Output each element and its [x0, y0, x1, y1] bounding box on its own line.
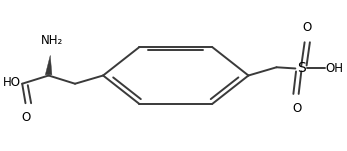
Text: HO: HO [2, 76, 20, 89]
Text: O: O [303, 21, 312, 34]
Text: NH₂: NH₂ [41, 34, 63, 47]
Text: OH: OH [325, 62, 344, 75]
Text: O: O [292, 102, 301, 115]
Text: S: S [297, 61, 306, 76]
Polygon shape [45, 55, 52, 75]
Text: O: O [22, 111, 31, 124]
